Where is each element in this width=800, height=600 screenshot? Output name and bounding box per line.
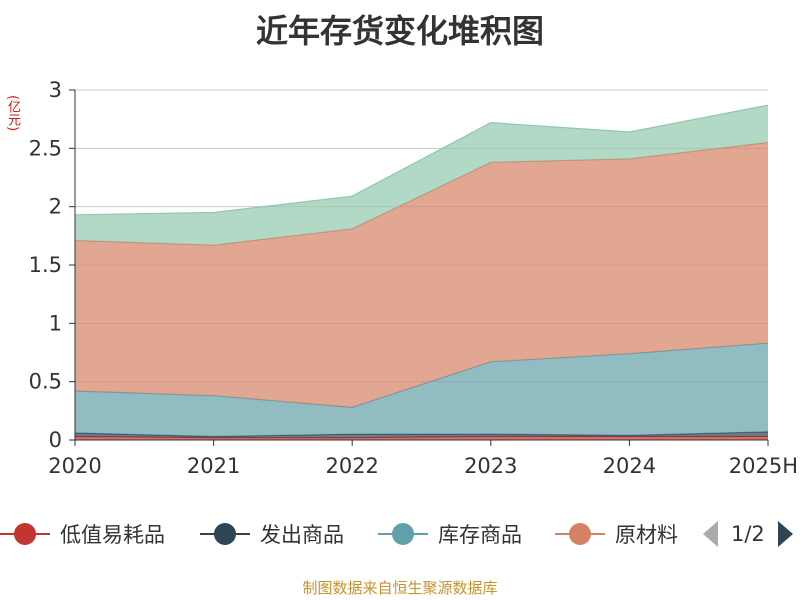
data-source-note: 制图数据来自恒生聚源数据库 xyxy=(302,579,498,597)
next-page-icon[interactable] xyxy=(776,519,796,549)
y-tick-label: 3 xyxy=(49,78,62,102)
prev-page-icon[interactable] xyxy=(700,519,720,549)
axes: 0 0.5 1 1.5 2 2.5 3 2020 2021 2022 2023 2024 2025H xyxy=(29,78,798,478)
legend-marker-icon xyxy=(555,523,605,545)
legend-item[interactable]: 原材料 xyxy=(555,514,678,554)
legend-marker-icon xyxy=(200,523,250,545)
legend-pager: 1/2 xyxy=(700,514,800,554)
legend-label: 原材料 xyxy=(615,523,678,547)
legend-item[interactable]: 低值易耗品 xyxy=(0,514,165,554)
legend-label: 库存商品 xyxy=(438,523,522,547)
x-tick-label: 2023 xyxy=(464,454,517,478)
area-series-2 xyxy=(75,343,768,437)
x-tick-label: 2020 xyxy=(48,454,101,478)
legend-page-indicator: 1/2 xyxy=(731,522,765,546)
legend-label: 发出商品 xyxy=(260,523,344,547)
chart-title: 近年存货变化堆积图 xyxy=(255,12,544,50)
legend-label: 低值易耗品 xyxy=(60,523,165,547)
area-series-3 xyxy=(75,142,768,408)
x-tick-label: 2025H xyxy=(729,454,798,478)
area-series-0 xyxy=(75,436,768,440)
area-series xyxy=(74,104,769,440)
series-line-4 xyxy=(74,104,769,216)
y-axis-unit: (亿元) xyxy=(5,95,20,132)
y-tick-label: 2 xyxy=(49,195,62,219)
legend-marker-icon xyxy=(378,523,428,545)
legend-item[interactable]: 发出商品 xyxy=(200,514,344,554)
y-tick-label: 1.5 xyxy=(29,253,62,277)
y-tick-label: 2.5 xyxy=(29,136,62,160)
area-series-4 xyxy=(75,105,768,246)
legend-marker-icon xyxy=(0,523,50,545)
y-tick-label: 0.5 xyxy=(29,370,62,394)
x-tick-label: 2022 xyxy=(325,454,378,478)
legend: 低值易耗品 发出商品 库存商品 原材料 xyxy=(0,514,800,554)
legend-item[interactable]: 库存商品 xyxy=(378,514,522,554)
y-tick-label: 0 xyxy=(49,428,62,452)
x-tick-label: 2021 xyxy=(187,454,240,478)
x-tick-label: 2024 xyxy=(603,454,656,478)
y-tick-label: 1 xyxy=(49,311,62,335)
